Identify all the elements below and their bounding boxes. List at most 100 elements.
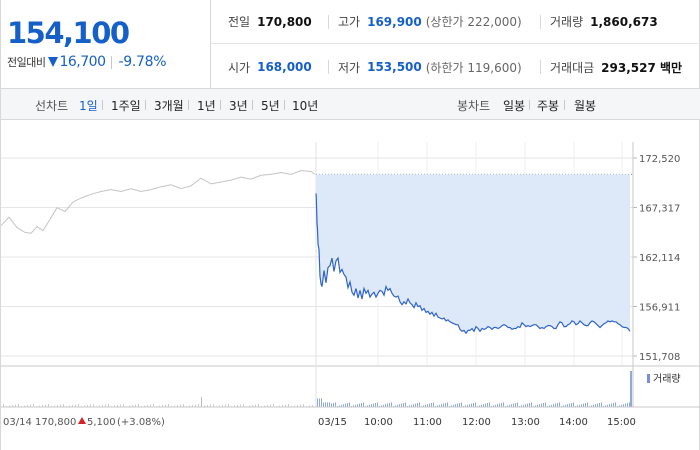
volume-bar [535, 405, 536, 407]
quote-stats: 전일 170,800 고가 169,900 (상한가 222,000) 거래량 … [211, 0, 700, 89]
y-axis-labels: 172,520 167,317 162,114 156,911 151,708 [639, 154, 680, 363]
period-1w[interactable]: 1주일 [111, 99, 141, 113]
period-1y[interactable]: 1년 [197, 99, 216, 113]
divider [220, 100, 221, 110]
y-tick-label: 162,114 [639, 253, 680, 264]
volume-bar [621, 404, 622, 407]
volume-bar [569, 403, 570, 407]
volume-bar [451, 405, 452, 407]
volume-bar [105, 404, 106, 407]
volume-bar [312, 405, 313, 407]
volume-bar [48, 404, 49, 407]
candle-daily[interactable]: 일봉 [503, 99, 526, 113]
volume-bar [615, 402, 616, 407]
volume-bar [369, 404, 370, 407]
volume-bar [174, 405, 175, 407]
volume-bar [473, 403, 474, 407]
volume-bar [489, 402, 490, 407]
volume-bar [531, 402, 532, 407]
period-3y[interactable]: 3년 [229, 99, 248, 113]
volume-bar [15, 404, 16, 407]
volume-bar [585, 403, 586, 407]
volume-bar [33, 404, 34, 407]
volume-bar [24, 405, 25, 407]
volume-bar [431, 403, 432, 407]
change-value: 16,700 [59, 54, 106, 70]
volume-bar [465, 405, 466, 407]
volume-bar [153, 404, 154, 407]
candle-monthly[interactable]: 월봉 [574, 99, 597, 113]
volume-bar [487, 403, 488, 407]
stat-label: 시가 [228, 60, 251, 75]
volume-bar [563, 405, 564, 407]
stat-value: 169,900 [367, 14, 422, 29]
x-tick-label: 12:00 [462, 417, 491, 428]
volume-bar [309, 405, 310, 407]
stat-high: 고가 169,900 (상한가 222,000) [328, 14, 522, 29]
candle-chart-label: 봉차트 [457, 99, 491, 113]
volume-bar [599, 403, 600, 407]
volume-bar [399, 404, 400, 407]
volume-bar [267, 405, 268, 407]
volume-bar [45, 404, 46, 407]
period-5y[interactable]: 5년 [261, 99, 280, 113]
volume-bar [303, 404, 304, 407]
line-chart-label: 선차트 [35, 99, 69, 113]
y-tick-label: 167,317 [639, 204, 680, 215]
volume-bar [341, 404, 342, 407]
volume-bar [159, 405, 160, 407]
volume-bar [437, 405, 438, 407]
price-series [1, 170, 633, 335]
period-3m[interactable]: 3개월 [154, 99, 184, 113]
volume-bar [387, 403, 388, 407]
volume-bar [168, 404, 169, 407]
today-area [316, 174, 630, 334]
period-1d[interactable]: 1일 [79, 99, 98, 113]
volume-bar [84, 405, 85, 407]
volume-bar [475, 402, 476, 407]
volume-bar [543, 403, 544, 407]
divider [564, 100, 565, 110]
volume-bar [355, 404, 356, 407]
volume-bar [329, 402, 330, 407]
volume-bar [403, 403, 404, 407]
stat-label: 거래량 [550, 15, 584, 29]
volume-bar [587, 402, 588, 407]
volume-bar [327, 402, 328, 407]
volume-bar [321, 398, 322, 407]
volume-bar [571, 403, 572, 407]
volume-bar [177, 405, 178, 407]
volume-bar [457, 403, 458, 407]
volume-bar [102, 405, 103, 407]
volume-bar [405, 402, 406, 407]
volume-bar [225, 404, 226, 407]
volume-bar [150, 404, 151, 407]
volume-bar [294, 405, 295, 407]
volume-bar [447, 402, 448, 407]
volume-bar [367, 405, 368, 407]
volume-bar [204, 405, 205, 407]
volume-bar [623, 404, 624, 407]
volume-bar [501, 403, 502, 407]
volume-bar [117, 405, 118, 407]
volume-bar [577, 405, 578, 407]
x-tick-label: 13:00 [511, 417, 540, 428]
volume-bar [591, 405, 592, 407]
volume-bar [297, 405, 298, 407]
quote-header: 154,100 전일대비 16,700 -9.78% 전일 170,800 고가… [1, 0, 700, 89]
period-10y[interactable]: 10년 [292, 99, 319, 113]
candle-weekly[interactable]: 주봉 [537, 99, 560, 113]
volume-bar [549, 405, 550, 407]
volume-bar [537, 404, 538, 407]
volume-bar [27, 405, 28, 407]
volume-bar [347, 403, 348, 407]
stats-row-2: 시가 168,000 저가 153,500 (하한가 119,600) 거래대금… [211, 45, 700, 89]
volume-bar [323, 402, 324, 407]
volume-bar [357, 404, 358, 407]
volume-bar [511, 404, 512, 407]
volume-bar [147, 405, 148, 407]
today-line [315, 193, 631, 335]
volume-bar [385, 404, 386, 407]
volume-bar [541, 403, 542, 407]
